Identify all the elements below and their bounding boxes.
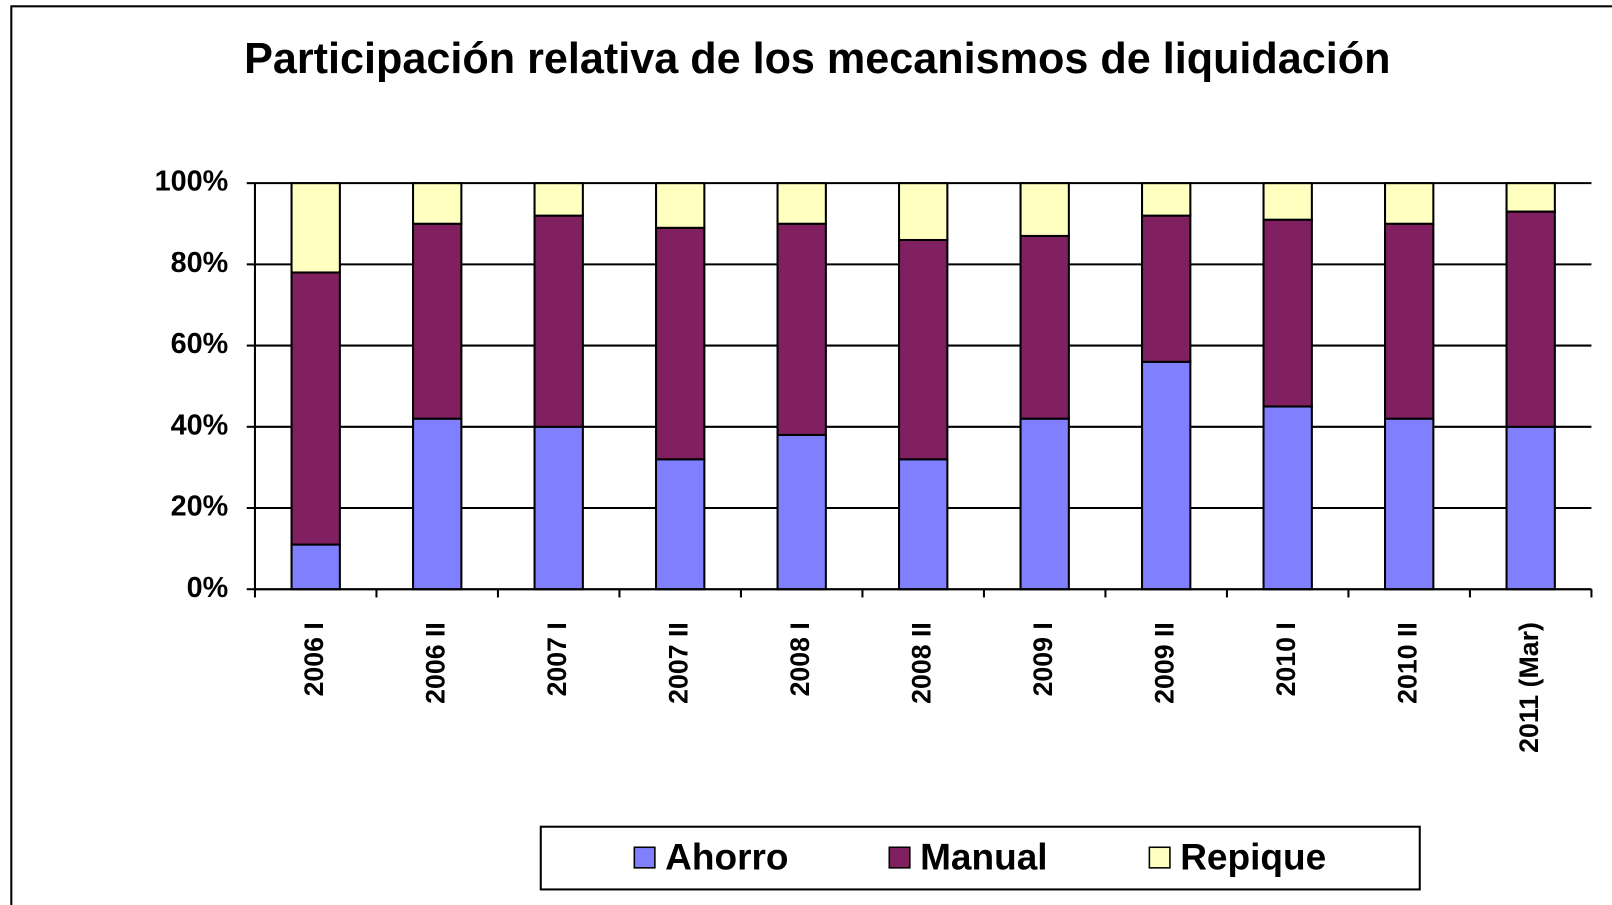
bar-segment bbox=[1141, 360, 1192, 591]
bar-segment bbox=[1505, 425, 1556, 591]
bar-segment bbox=[1262, 182, 1313, 221]
bar-segment bbox=[898, 182, 949, 242]
legend-label: Repique bbox=[1180, 835, 1326, 877]
bar-segment bbox=[898, 238, 949, 461]
bar-segment bbox=[898, 458, 949, 591]
bar-segment bbox=[1384, 182, 1435, 225]
bar-segment bbox=[1384, 222, 1435, 420]
bar-segment bbox=[1505, 182, 1556, 213]
x-tick-label: 2006 II bbox=[420, 622, 450, 704]
x-tick-label: 2010 I bbox=[1271, 622, 1301, 696]
bar-segment bbox=[1141, 182, 1192, 217]
x-tick-label: 2006 I bbox=[299, 622, 329, 696]
bar-segment bbox=[290, 543, 341, 591]
legend-box bbox=[539, 825, 1421, 891]
y-tick-label: 80% bbox=[171, 247, 229, 279]
bar-segment bbox=[655, 226, 706, 461]
x-tick-label: 2010 II bbox=[1392, 622, 1422, 704]
bar-segment bbox=[412, 182, 463, 225]
legend-swatch bbox=[633, 846, 656, 869]
bar-segment bbox=[655, 182, 706, 229]
legend-label: Ahorro bbox=[665, 835, 788, 877]
legend-swatch bbox=[888, 846, 911, 869]
bar-segment bbox=[1262, 218, 1313, 408]
bar-segment bbox=[1505, 210, 1556, 428]
x-tick-label: 2007 I bbox=[542, 622, 572, 696]
x-tick-label: 2009 I bbox=[1028, 622, 1058, 696]
x-tick-label: 2007 II bbox=[663, 622, 693, 704]
chart-title: Participación relativa de los mecanismos… bbox=[244, 35, 1390, 83]
bar-segment bbox=[533, 214, 584, 428]
bar-segment bbox=[412, 222, 463, 420]
x-tick-label: 2009 II bbox=[1149, 622, 1179, 704]
legend-label: Manual bbox=[920, 835, 1047, 877]
bar-segment bbox=[1141, 214, 1192, 363]
y-tick-label: 100% bbox=[155, 166, 229, 198]
bar-segment bbox=[776, 222, 827, 436]
bar-segment bbox=[1019, 417, 1070, 591]
x-tick-label: 2011 (Mar) bbox=[1514, 622, 1544, 753]
y-tick-label: 60% bbox=[171, 328, 229, 360]
bar-segment bbox=[1019, 182, 1070, 237]
bar-segment bbox=[776, 182, 827, 225]
bar-segment bbox=[776, 433, 827, 591]
bar-segment bbox=[533, 182, 584, 217]
y-tick-label: 20% bbox=[171, 491, 229, 523]
legend-swatch bbox=[1148, 846, 1171, 869]
bar-segment bbox=[655, 458, 706, 591]
bar-segment bbox=[1019, 234, 1070, 420]
bar-segment bbox=[1262, 405, 1313, 591]
bar-segment bbox=[412, 417, 463, 591]
bar-segment bbox=[290, 271, 341, 546]
x-tick-label: 2008 I bbox=[785, 622, 815, 696]
bar-segment bbox=[533, 425, 584, 591]
x-tick-label: 2008 II bbox=[906, 622, 936, 704]
y-tick-label: 40% bbox=[171, 409, 229, 441]
bar-segment bbox=[290, 182, 341, 274]
frame bbox=[10, 5, 1612, 905]
bar-segment bbox=[1384, 417, 1435, 591]
y-tick-label: 0% bbox=[187, 572, 229, 604]
